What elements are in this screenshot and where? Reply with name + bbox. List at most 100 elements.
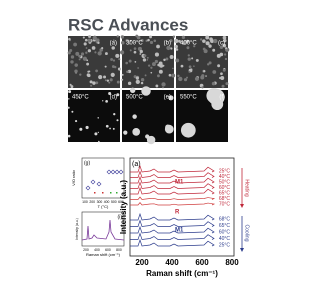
grain bbox=[127, 69, 132, 74]
grain bbox=[213, 38, 218, 44]
grain bbox=[153, 39, 157, 43]
grain bbox=[133, 47, 137, 50]
grain bbox=[188, 70, 191, 73]
marker bbox=[106, 169, 112, 175]
grain bbox=[129, 40, 132, 42]
grain bbox=[95, 69, 99, 73]
grain bbox=[154, 52, 159, 57]
grain bbox=[110, 72, 115, 77]
grain bbox=[175, 48, 179, 51]
grain bbox=[92, 81, 96, 85]
arrow-head bbox=[240, 248, 244, 252]
x-tick-label: 400 bbox=[94, 248, 100, 252]
grain bbox=[113, 65, 117, 69]
x-tick-label: 400 bbox=[104, 200, 110, 204]
x-tick-label: 100 bbox=[82, 200, 88, 204]
side-label: Heating bbox=[244, 179, 250, 196]
grain bbox=[205, 75, 207, 77]
grain bbox=[139, 49, 143, 54]
grain bbox=[119, 50, 125, 55]
grain bbox=[203, 70, 206, 73]
grain bbox=[68, 37, 71, 41]
spectrum bbox=[81, 219, 125, 241]
grain bbox=[78, 54, 81, 58]
grain bbox=[67, 106, 70, 109]
grain bbox=[147, 64, 151, 67]
grain bbox=[120, 35, 125, 39]
grain bbox=[97, 140, 100, 143]
micrograph-temp: 300°C bbox=[126, 41, 143, 47]
spectrum bbox=[130, 170, 215, 178]
micrograph-label: (e) bbox=[164, 95, 171, 101]
x-axis-label: T (°C) bbox=[98, 204, 109, 209]
grain bbox=[103, 75, 107, 79]
grain bbox=[186, 46, 190, 50]
grain bbox=[216, 53, 221, 58]
grain bbox=[126, 70, 129, 74]
grain bbox=[108, 92, 112, 96]
grain bbox=[172, 35, 176, 38]
grain bbox=[128, 42, 131, 45]
marker bbox=[94, 192, 96, 194]
x-tick-label: 800 bbox=[225, 258, 239, 267]
grain bbox=[222, 35, 227, 40]
grain bbox=[225, 82, 229, 86]
grain bbox=[211, 81, 216, 86]
grain bbox=[145, 39, 148, 42]
phase-label: M1 bbox=[175, 228, 184, 234]
y-axis-label: Intensity (a.u.) bbox=[119, 180, 128, 235]
x-tick-label: 800 bbox=[116, 248, 122, 252]
grain bbox=[217, 64, 221, 68]
grain bbox=[75, 51, 80, 56]
grain bbox=[162, 86, 164, 89]
temp-label: 50°C bbox=[219, 179, 231, 185]
grain bbox=[106, 79, 110, 82]
grain bbox=[202, 39, 206, 43]
grain bbox=[169, 55, 174, 59]
grain bbox=[186, 76, 188, 79]
temp-label: 70°C bbox=[219, 201, 231, 207]
grain bbox=[92, 35, 97, 40]
marker bbox=[110, 169, 116, 175]
grain bbox=[169, 39, 173, 43]
temp-label: 65°C bbox=[219, 223, 231, 229]
grain bbox=[157, 74, 160, 78]
grain bbox=[125, 38, 129, 43]
grain bbox=[220, 75, 225, 80]
grain bbox=[193, 65, 195, 67]
grain bbox=[195, 58, 199, 62]
spectrum bbox=[130, 232, 215, 240]
grain bbox=[116, 35, 119, 38]
grain bbox=[165, 124, 171, 130]
micrograph-label: (b) bbox=[164, 41, 171, 47]
spectrum bbox=[130, 164, 215, 173]
grain bbox=[73, 42, 78, 47]
grain bbox=[178, 76, 183, 82]
micrograph-temp: 550°C bbox=[180, 95, 197, 101]
panel-label: (i) bbox=[118, 214, 123, 220]
grain bbox=[205, 41, 210, 46]
grain bbox=[127, 81, 132, 86]
grain bbox=[74, 69, 78, 73]
grain bbox=[87, 38, 92, 43]
grain bbox=[219, 45, 224, 49]
grain bbox=[86, 59, 89, 62]
grain bbox=[135, 79, 140, 85]
grain bbox=[188, 65, 192, 69]
micrograph-label: (a) bbox=[110, 41, 117, 47]
grain bbox=[156, 44, 160, 49]
grain bbox=[187, 54, 190, 57]
grain bbox=[101, 47, 104, 50]
temp-label: 40°C bbox=[219, 236, 231, 242]
grain bbox=[140, 38, 144, 43]
grain bbox=[168, 73, 172, 77]
grain bbox=[108, 81, 111, 84]
grain bbox=[199, 38, 203, 41]
grain bbox=[112, 127, 115, 130]
grain bbox=[69, 83, 72, 86]
grain bbox=[134, 60, 137, 63]
phase-label: R bbox=[175, 210, 180, 216]
grain bbox=[150, 66, 153, 69]
grain bbox=[146, 59, 149, 61]
grain bbox=[85, 125, 89, 130]
